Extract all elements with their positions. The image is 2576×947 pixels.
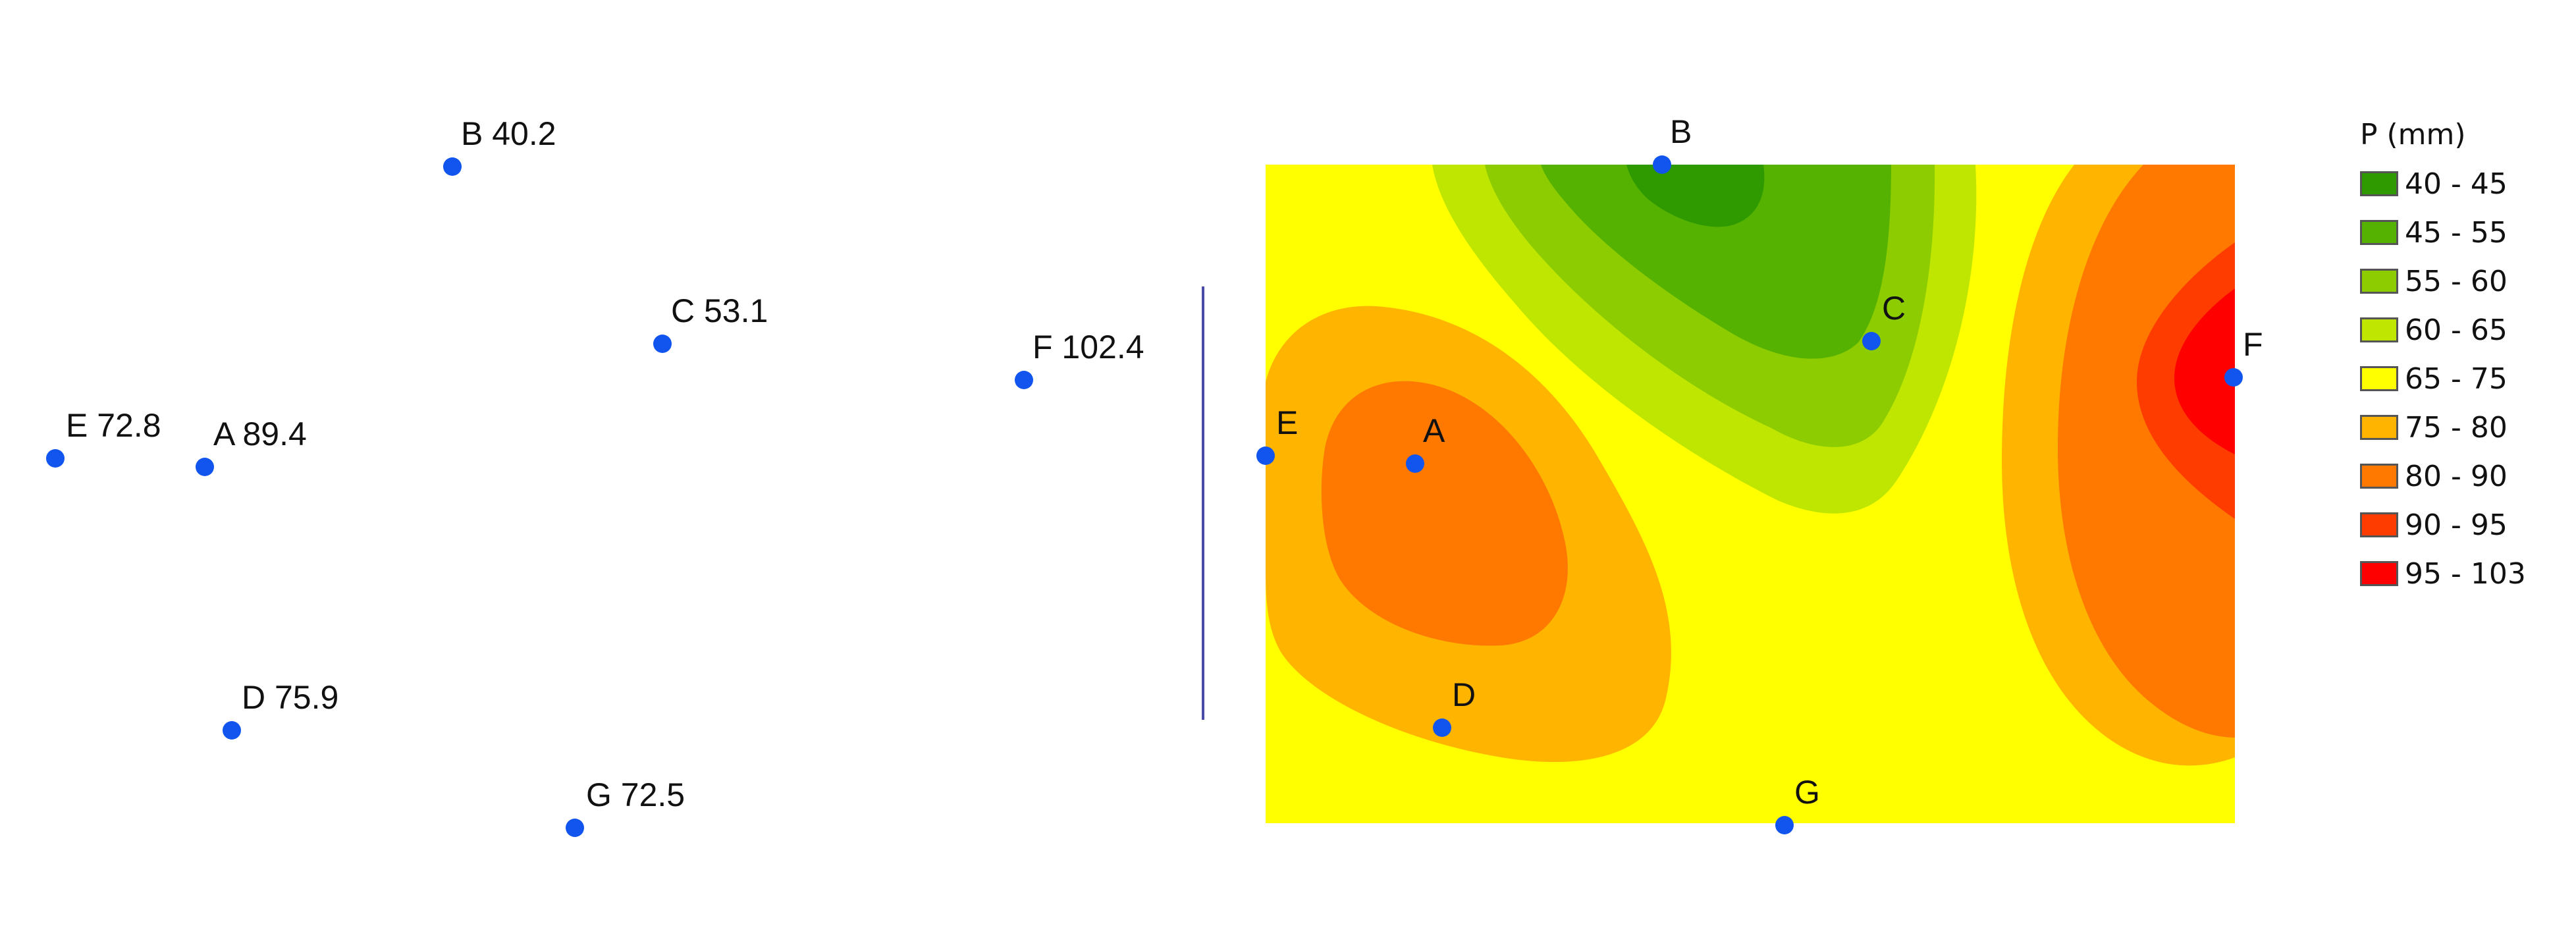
- legend-label: 75 - 80: [2405, 410, 2508, 445]
- legend-label: 95 - 103: [2405, 556, 2526, 591]
- legend-swatch: [2360, 171, 2398, 196]
- contour-label-e: E: [1276, 404, 1298, 441]
- contour-label-d: D: [1452, 676, 1476, 713]
- station-G: G 72.5: [566, 776, 685, 837]
- contour-marker-e: [1256, 446, 1275, 465]
- contour-label-c: C: [1882, 290, 1906, 327]
- legend-title: P (mm): [2360, 118, 2466, 151]
- contour-label-b: B: [1670, 113, 1692, 150]
- station-marker-c: [653, 335, 672, 353]
- legend-label: 45 - 55: [2405, 215, 2508, 250]
- station-marker-g: [566, 819, 584, 837]
- contour-band-95-103: [2174, 288, 2235, 454]
- legend-label: 90 - 95: [2405, 508, 2508, 542]
- contour-station-B: B: [1653, 113, 1692, 174]
- contour-station-G: G: [1775, 774, 1820, 834]
- contour-band-45-55: [1541, 165, 1891, 359]
- legend-swatch: [2360, 464, 2398, 489]
- contour-map: [1266, 165, 2235, 823]
- legend-swatch: [2360, 269, 2398, 294]
- legend-swatch: [2360, 512, 2398, 537]
- legend-item-80-90: 80 - 90: [2360, 452, 2571, 501]
- legend-swatch: [2360, 561, 2398, 586]
- legend-label: 55 - 60: [2405, 264, 2508, 298]
- contour-marker-g: [1775, 816, 1794, 834]
- station-label-f: F 102.4: [1033, 329, 1144, 365]
- legend-item-95-103: 95 - 103: [2360, 549, 2571, 598]
- legend-label: 65 - 75: [2405, 362, 2508, 396]
- contour-label-f: F: [2243, 326, 2263, 363]
- contour-label-g: G: [1794, 774, 1820, 811]
- contour-band-40-45: [1626, 165, 1765, 227]
- station-marker-a: [196, 458, 214, 476]
- legend-label: 60 - 65: [2405, 313, 2508, 347]
- station-label-g: G 72.5: [586, 776, 685, 813]
- legend-swatch: [2360, 415, 2398, 440]
- contour-station-D: D: [1433, 676, 1476, 737]
- station-label-a: A 89.4: [213, 416, 307, 452]
- legend-item-40-45: 40 - 45: [2360, 159, 2571, 208]
- station-label-d: D 75.9: [242, 679, 338, 716]
- station-point-map: A 89.4 B 40.2 C 53.1 D 75.9 E 72.8 F 102…: [46, 115, 1144, 837]
- legend-item-65-75: 65 - 75: [2360, 354, 2571, 403]
- contour-band-80-90-west: [1321, 381, 1568, 646]
- legend-label: 40 - 45: [2405, 167, 2508, 201]
- station-marker-d: [223, 721, 241, 740]
- contour-station-C: C: [1862, 290, 1906, 350]
- contour-station-E: E: [1256, 404, 1298, 465]
- station-marker-b: [443, 157, 462, 176]
- legend-item-75-80: 75 - 80: [2360, 403, 2571, 452]
- station-D: D 75.9: [223, 679, 338, 740]
- legend-label: 80 - 90: [2405, 459, 2508, 493]
- station-marker-f: [1015, 371, 1033, 389]
- legend-item-45-55: 45 - 55: [2360, 208, 2571, 257]
- contour-marker-c: [1862, 332, 1881, 350]
- legend-swatch: [2360, 220, 2398, 245]
- contour-station-A: A: [1406, 412, 1445, 473]
- contour-marker-a: [1406, 454, 1424, 473]
- legend-item-90-95: 90 - 95: [2360, 501, 2571, 549]
- legend-swatch: [2360, 317, 2398, 342]
- station-label-e: E 72.8: [66, 407, 161, 444]
- station-B: B 40.2: [443, 115, 556, 176]
- station-C: C 53.1: [653, 292, 768, 353]
- legend-swatch: [2360, 366, 2398, 391]
- contour-station-F: F: [2224, 326, 2263, 387]
- legend-item-55-60: 55 - 60: [2360, 257, 2571, 306]
- contour-marker-b: [1653, 155, 1671, 174]
- contour-marker-f: [2224, 368, 2243, 387]
- contour-station-overlay: A B C D E F G: [1256, 113, 2263, 834]
- station-marker-e: [46, 449, 65, 468]
- station-E: E 72.8: [46, 407, 161, 468]
- legend: P (mm) 40 - 45 45 - 55 55 - 60 60 - 65 6…: [2360, 115, 2571, 598]
- station-label-c: C 53.1: [671, 292, 768, 329]
- station-A: A 89.4: [196, 416, 307, 476]
- legend-item-60-65: 60 - 65: [2360, 306, 2571, 354]
- contour-label-a: A: [1423, 412, 1445, 449]
- station-F: F 102.4: [1015, 329, 1144, 389]
- station-label-b: B 40.2: [461, 115, 556, 152]
- legend-rows: 40 - 45 45 - 55 55 - 60 60 - 65 65 - 75 …: [2360, 159, 2571, 598]
- contour-marker-d: [1433, 718, 1451, 737]
